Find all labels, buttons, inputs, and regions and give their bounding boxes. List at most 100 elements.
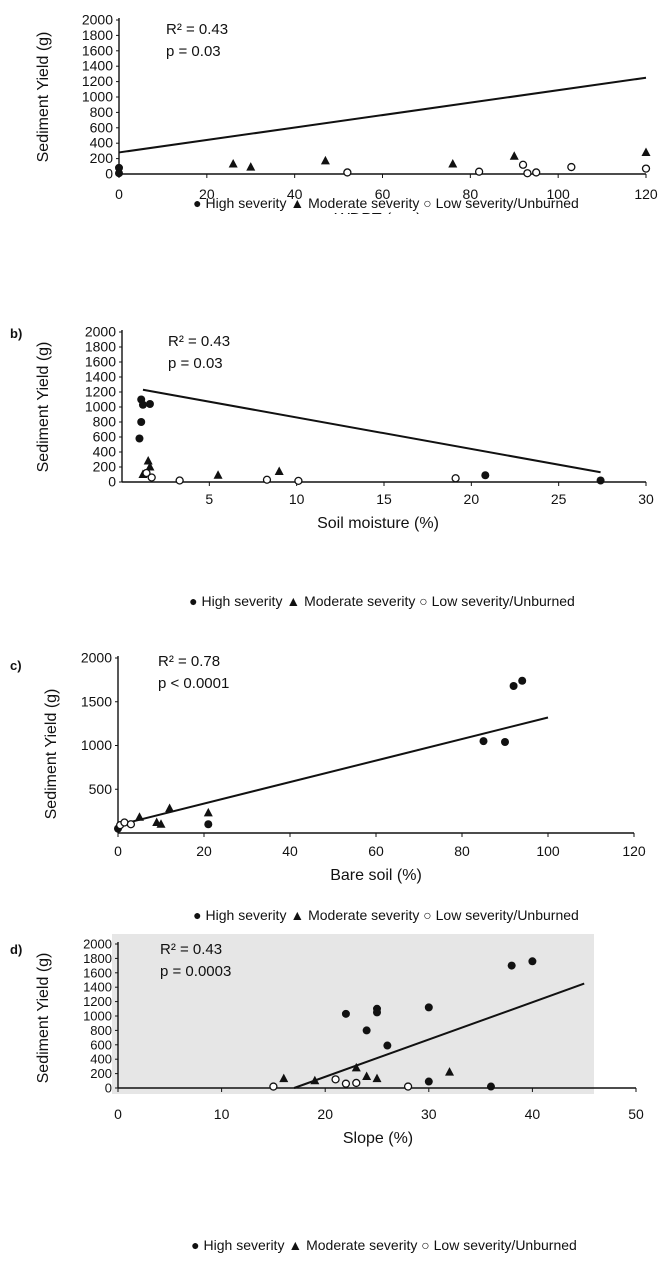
y-tick-label: 600 [90,1037,112,1052]
x-axis-label: WDPT (sec) [335,211,422,214]
point-moderate-severity [246,162,256,171]
y-tick-label: 1200 [82,73,113,89]
legend-label: Low severity/Unburned [436,195,579,211]
point-low-severity [142,468,151,478]
y-tick-label: 1400 [82,58,113,74]
x-tick-label: 100 [536,843,560,859]
chart-panel-c: c) 500 1000 1500 2000 0 20 40 60 80 100 120 Bare soi… [0,644,658,934]
stat-annotation: R² = 0.78 [158,653,220,670]
point-high-severity [479,737,488,746]
x-axis-label: Soil moisture (%) [317,515,439,532]
point-moderate-severity [165,803,175,812]
x-tick-label: 60 [368,843,384,859]
point-moderate-severity [445,1067,455,1076]
point-low-severity [567,162,576,172]
chart-svg-d: d)02004006008001000120014001600180020000… [10,934,644,1253]
point-moderate-severity [509,151,519,160]
legend-symbol: ● [193,907,205,923]
point-high-severity [424,1077,433,1086]
point-moderate-severity [156,819,166,828]
y-tick-label: 400 [93,444,117,460]
point-high-severity [481,471,490,480]
point-low-severity [532,168,541,177]
legend-symbol: ▲ [286,195,308,211]
x-tick-label: 40 [525,1106,541,1122]
y-tick-label: 1800 [85,339,116,355]
panel-label: b) [10,326,22,341]
y-tick-label: 1000 [85,399,116,415]
y-tick-label: 2000 [81,650,112,666]
y-tick-label: 600 [90,119,114,135]
point-low-severity [352,1078,361,1088]
y-tick-label: 2000 [83,937,112,952]
y-tick-label: 800 [93,414,117,430]
y-axis-label: Sediment Yield (g) [35,953,52,1084]
legend-label: Low severity/Unburned [432,593,575,609]
point-moderate-severity [203,807,213,817]
stat-annotation: p = 0.03 [166,43,221,60]
x-tick-label: 50 [628,1106,644,1122]
x-tick-label: 20 [199,186,215,202]
point-high-severity [135,434,144,443]
legend-label: High severity [204,1237,285,1253]
x-tick-label: 40 [287,186,303,202]
point-low-severity [175,476,184,485]
point-moderate-severity [320,155,330,165]
y-tick-label: 800 [90,104,114,120]
legend-label: Moderate severity [306,1237,417,1253]
legend: ● High severity ▲ Moderate severity ○ Lo… [193,907,579,923]
y-tick-label: 1800 [82,27,113,43]
point-high-severity [137,418,146,426]
x-tick-label: 0 [115,186,123,202]
y-tick-label: 200 [90,150,114,166]
x-tick-label: 10 [289,491,305,507]
point-moderate-severity [213,470,223,479]
point-low-severity [269,1082,278,1091]
point-high-severity [362,1026,371,1035]
chart-svg-c: c) 500 1000 1500 2000 0 20 40 60 80 100 120 Bare soi… [10,650,646,924]
point-moderate-severity [143,456,153,465]
x-axis-label: Slope (%) [343,1130,413,1147]
point-high-severity [486,1082,495,1091]
stat-annotation: p < 0.0001 [158,675,229,692]
legend-symbol: ○ [417,1237,433,1253]
y-tick-label: 200 [90,1066,112,1081]
y-tick-label: 0 [105,1081,112,1096]
y-tick-label: 600 [93,429,117,445]
stat-annotation: p = 0.0003 [160,963,231,980]
point-high-severity [518,676,527,685]
legend-symbol: ● [189,593,201,609]
y-tick-label: 1200 [83,994,112,1009]
point-moderate-severity [228,158,238,168]
point-moderate-severity [351,1062,361,1072]
legend: ● High severity ▲ Moderate severity ○ Lo… [193,195,579,211]
point-high-severity [424,1003,433,1012]
legend-label: Low severity/Unburned [434,1237,577,1253]
legend-symbol: ● [191,1237,203,1253]
y-tick-label: 2000 [85,324,116,340]
y-tick-label: 400 [90,135,114,151]
panel-label: d) [10,942,22,957]
y-tick-label: 1000 [81,737,112,753]
point-moderate-severity [372,1073,382,1083]
point-low-severity [518,160,528,169]
legend-label: Moderate severity [308,907,419,923]
legend-symbol: ▲ [282,593,304,609]
x-tick-label: 20 [196,843,212,859]
legend-symbol: ● [193,195,205,211]
point-low-severity [262,475,272,484]
point-high-severity [341,1009,350,1018]
y-tick-label: 1600 [85,354,116,370]
y-tick-label: 400 [90,1052,112,1067]
point-high-severity [138,400,147,409]
x-tick-label: 80 [463,186,479,202]
regression-line [118,76,647,154]
y-tick-label: 200 [93,459,117,475]
legend-symbol: ○ [415,593,431,609]
point-moderate-severity [135,812,144,821]
y-tick-label: 1800 [83,951,112,966]
regression-line [142,388,601,474]
point-moderate-severity [274,466,284,475]
